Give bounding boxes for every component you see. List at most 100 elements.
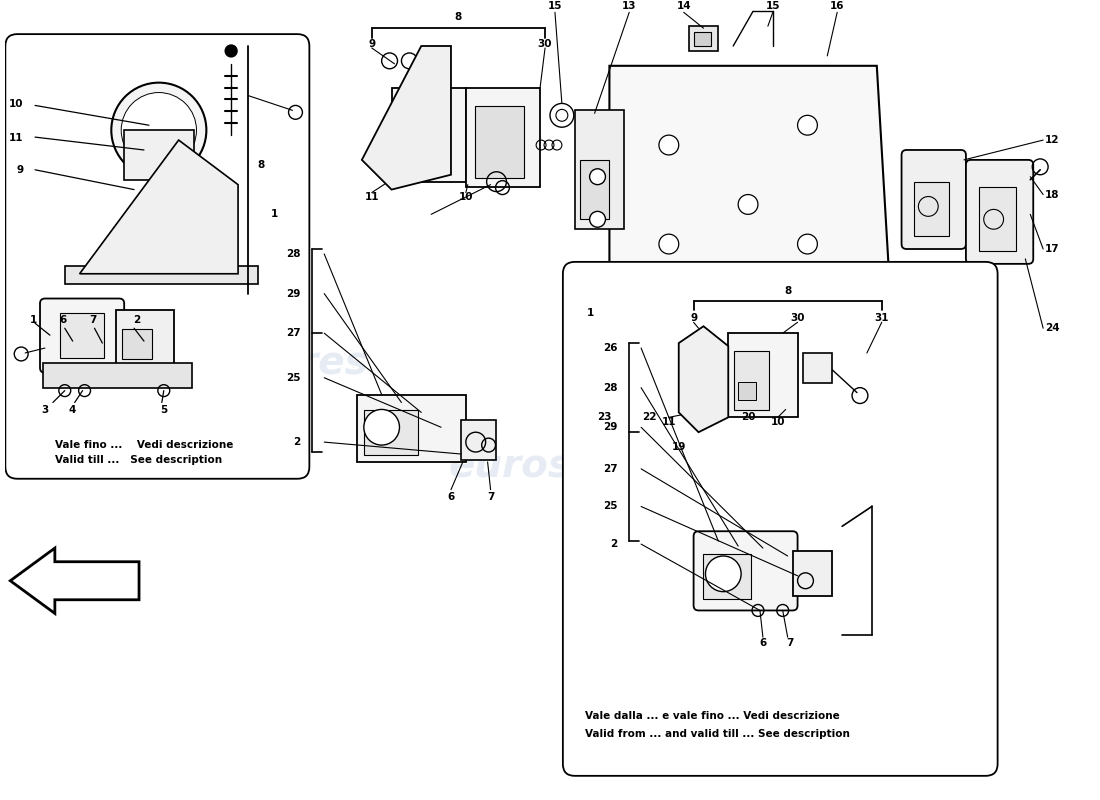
Circle shape xyxy=(111,82,207,178)
Text: 11: 11 xyxy=(364,191,380,202)
Text: 2: 2 xyxy=(294,437,300,447)
Text: 25: 25 xyxy=(603,502,617,511)
Text: eurospares: eurospares xyxy=(122,344,367,382)
Text: 13: 13 xyxy=(621,2,637,11)
Polygon shape xyxy=(79,140,238,274)
Bar xyxy=(392,87,465,182)
Text: 29: 29 xyxy=(286,289,300,298)
Bar xyxy=(465,87,540,186)
Text: Valid till ...   See description: Valid till ... See description xyxy=(55,455,222,465)
Circle shape xyxy=(659,234,679,254)
Circle shape xyxy=(108,247,131,270)
FancyBboxPatch shape xyxy=(6,34,309,478)
Bar xyxy=(914,182,949,236)
Text: 10: 10 xyxy=(459,191,473,202)
Text: 18: 18 xyxy=(1045,190,1059,199)
Circle shape xyxy=(705,556,741,592)
Bar xyxy=(411,152,426,170)
Text: 22: 22 xyxy=(641,412,657,422)
Text: 25: 25 xyxy=(286,373,300,382)
Polygon shape xyxy=(679,326,728,432)
Text: 9: 9 xyxy=(690,314,697,323)
Text: 7: 7 xyxy=(89,315,96,326)
Text: 30: 30 xyxy=(790,314,805,323)
Polygon shape xyxy=(10,548,139,614)
Text: 19: 19 xyxy=(671,442,686,452)
Text: 4: 4 xyxy=(69,406,76,415)
Bar xyxy=(59,314,104,358)
Text: 16: 16 xyxy=(829,2,845,11)
Text: 6: 6 xyxy=(448,491,454,502)
Text: Vale fino ...    Vedi descrizione: Vale fino ... Vedi descrizione xyxy=(55,440,233,450)
Text: 7: 7 xyxy=(487,491,494,502)
Text: 8: 8 xyxy=(454,12,462,22)
Text: 21: 21 xyxy=(691,412,706,422)
Circle shape xyxy=(590,211,605,227)
Polygon shape xyxy=(362,46,451,190)
Circle shape xyxy=(590,169,605,185)
Text: 12: 12 xyxy=(1045,135,1059,145)
Text: 1: 1 xyxy=(587,308,595,318)
FancyBboxPatch shape xyxy=(966,160,1033,264)
FancyBboxPatch shape xyxy=(902,150,966,249)
Circle shape xyxy=(798,115,817,135)
Text: 28: 28 xyxy=(286,249,300,259)
Circle shape xyxy=(798,234,817,254)
Text: 15: 15 xyxy=(766,2,780,11)
Text: 1: 1 xyxy=(271,210,277,219)
Bar xyxy=(803,353,833,382)
Circle shape xyxy=(121,93,197,168)
Text: 28: 28 xyxy=(603,382,617,393)
Polygon shape xyxy=(609,66,896,402)
Text: 31: 31 xyxy=(874,314,889,323)
Text: 10: 10 xyxy=(9,99,23,110)
Text: 23: 23 xyxy=(597,412,612,422)
Circle shape xyxy=(177,247,200,270)
Text: 8: 8 xyxy=(257,160,265,170)
Bar xyxy=(461,420,495,460)
Bar xyxy=(364,410,418,455)
Bar xyxy=(124,130,194,180)
Text: 26: 26 xyxy=(603,343,617,353)
FancyBboxPatch shape xyxy=(563,262,998,776)
Text: 30: 30 xyxy=(538,39,552,49)
Text: 9: 9 xyxy=(16,165,23,174)
FancyBboxPatch shape xyxy=(40,298,124,373)
Text: eurospares: eurospares xyxy=(449,447,695,485)
Text: 2: 2 xyxy=(610,539,617,549)
Text: 20: 20 xyxy=(740,412,756,422)
Text: 15: 15 xyxy=(548,2,562,11)
Circle shape xyxy=(659,135,679,155)
Bar xyxy=(704,554,751,598)
Text: 24: 24 xyxy=(1045,323,1059,334)
Bar xyxy=(689,26,718,51)
Text: 8: 8 xyxy=(784,286,791,295)
Bar xyxy=(122,330,152,359)
FancyBboxPatch shape xyxy=(694,531,798,610)
Text: 14: 14 xyxy=(676,2,691,11)
Text: eurospares: eurospares xyxy=(645,241,891,279)
Bar xyxy=(356,394,465,462)
Text: Valid from ... and valid till ... See description: Valid from ... and valid till ... See de… xyxy=(585,730,849,739)
Bar xyxy=(475,106,525,178)
Bar xyxy=(580,160,609,219)
Text: 5: 5 xyxy=(161,406,167,415)
Bar xyxy=(738,382,756,399)
Bar xyxy=(734,351,769,410)
Text: 3: 3 xyxy=(42,406,48,415)
Text: 7: 7 xyxy=(786,638,793,648)
Text: 29: 29 xyxy=(603,422,617,432)
Circle shape xyxy=(226,45,238,57)
Bar xyxy=(117,310,174,365)
Text: 1: 1 xyxy=(30,315,36,326)
Text: 6: 6 xyxy=(59,315,66,326)
Bar xyxy=(43,363,191,388)
Text: 17: 17 xyxy=(1045,244,1059,254)
Text: 9: 9 xyxy=(368,39,375,49)
Text: 11: 11 xyxy=(661,418,676,427)
Bar xyxy=(979,186,1016,251)
Text: 6: 6 xyxy=(759,638,767,648)
Bar xyxy=(398,120,436,174)
Text: 11: 11 xyxy=(9,133,23,143)
Circle shape xyxy=(738,194,758,214)
